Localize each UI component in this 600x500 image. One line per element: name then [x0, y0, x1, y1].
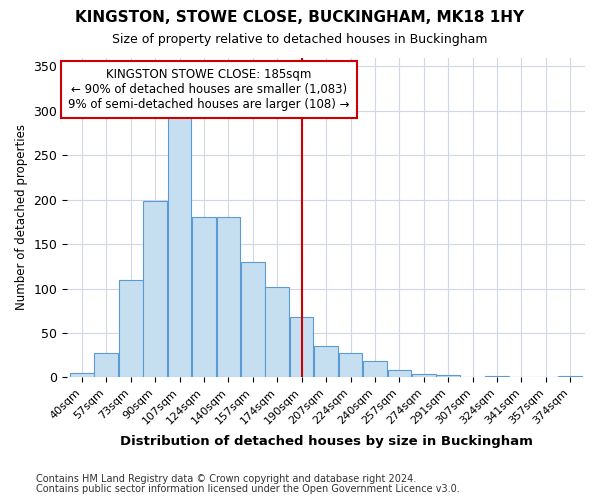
Bar — [265, 287, 289, 378]
Bar — [485, 376, 509, 378]
X-axis label: Distribution of detached houses by size in Buckingham: Distribution of detached houses by size … — [119, 434, 533, 448]
Bar — [167, 117, 191, 378]
Bar — [461, 376, 484, 378]
Text: KINGSTON, STOWE CLOSE, BUCKINGHAM, MK18 1HY: KINGSTON, STOWE CLOSE, BUCKINGHAM, MK18 … — [76, 10, 524, 25]
Text: Contains HM Land Registry data © Crown copyright and database right 2024.: Contains HM Land Registry data © Crown c… — [36, 474, 416, 484]
Bar — [412, 374, 436, 378]
Bar — [363, 362, 387, 378]
Bar — [119, 280, 143, 378]
Bar — [314, 346, 338, 378]
Text: Size of property relative to detached houses in Buckingham: Size of property relative to detached ho… — [112, 32, 488, 46]
Bar — [509, 376, 533, 378]
Bar — [192, 218, 216, 378]
Bar — [143, 202, 167, 378]
Bar — [338, 352, 362, 378]
Bar — [436, 375, 460, 378]
Bar — [94, 352, 118, 378]
Bar — [559, 376, 582, 378]
Bar — [388, 370, 411, 378]
Bar — [70, 373, 94, 378]
Bar — [241, 262, 265, 378]
Text: Contains public sector information licensed under the Open Government Licence v3: Contains public sector information licen… — [36, 484, 460, 494]
Bar — [217, 218, 240, 378]
Text: KINGSTON STOWE CLOSE: 185sqm
← 90% of detached houses are smaller (1,083)
9% of : KINGSTON STOWE CLOSE: 185sqm ← 90% of de… — [68, 68, 350, 111]
Bar — [290, 317, 313, 378]
Y-axis label: Number of detached properties: Number of detached properties — [15, 124, 28, 310]
